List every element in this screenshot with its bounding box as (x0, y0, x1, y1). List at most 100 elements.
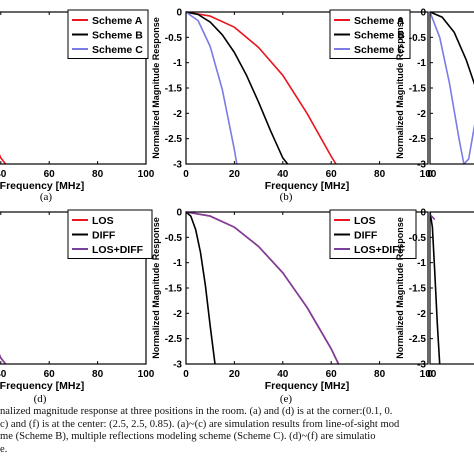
y-tick-label: -1 (173, 258, 182, 269)
y-tick-label: -3 (417, 360, 426, 371)
x-tick-label: 100 (420, 369, 437, 380)
caption-line-3: me (Scheme B), multiple reflections mode… (0, 431, 376, 443)
legend-entry: Scheme B (92, 30, 143, 42)
y-tick-label: -3 (173, 160, 182, 171)
series-line-c-1 (430, 11, 474, 86)
y-tick-label: -1 (417, 58, 426, 69)
series-line-d-1 (0, 354, 7, 365)
caption-line-4: e. (0, 443, 8, 455)
legend-entry: Scheme A (354, 15, 405, 27)
y-tick-label: -2 (417, 109, 426, 120)
series-line-b-1 (186, 11, 337, 165)
y-tick-label: 0 (176, 8, 182, 19)
series-line-b-2 (186, 11, 289, 165)
series-line-e-3 (186, 211, 340, 365)
y-axis-label: Normalized Magnitude Response (151, 17, 161, 159)
series-line-c-2 (430, 11, 474, 165)
x-tick-label: 40 (277, 369, 289, 380)
y-tick-label: -1.5 (409, 284, 427, 295)
x-tick-label: 60 (44, 169, 56, 180)
y-axis-label: Normalized Magnitude Response (151, 217, 161, 359)
x-tick-label: 80 (374, 169, 386, 180)
y-tick-label: -0.5 (165, 233, 183, 244)
legend-entry: LOS (92, 215, 114, 227)
y-tick-label: -0.5 (165, 33, 183, 44)
y-tick-label: -1 (173, 58, 182, 69)
series-line-f-1 (430, 211, 441, 365)
y-tick-label: -1.5 (409, 84, 427, 95)
x-axis-label: Frequency [MHz] (0, 180, 84, 192)
series-line-f-2 (430, 213, 436, 221)
x-tick-label: 0 (427, 369, 433, 380)
x-tick-label: 100 (420, 169, 437, 180)
legend-b: Scheme A Scheme B Scheme C (329, 9, 411, 59)
x-tick-label: 0 (427, 169, 433, 180)
axes-box-d (0, 211, 147, 365)
x-axis-label: Frequency [MHz] (265, 180, 350, 192)
y-axis-label: Normalized Magnitude Response (395, 217, 405, 359)
x-tick-label: 60 (326, 169, 338, 180)
series-line-e-2 (186, 211, 216, 365)
legend-entry: Scheme A (92, 15, 143, 27)
y-tick-label: 0 (420, 208, 426, 219)
x-axis-label: Frequency [MHz] (265, 380, 350, 392)
y-tick-label: -2.5 (165, 334, 183, 345)
y-tick-label: -0.5 (409, 33, 427, 44)
y-tick-label: -3 (173, 360, 182, 371)
caption-line-2: c) and (f) is at the center: (2.5, 2.5, … (0, 418, 400, 430)
figure-canvas: 40 60 80 100 Frequency [MHz] Scheme A Scheme B… (0, 8, 474, 406)
legend-e: LOS DIFF LOS+DIFF (329, 209, 417, 259)
legend-entry: Scheme C (354, 44, 405, 56)
x-tick-label: 60 (44, 369, 56, 380)
y-tick-label: -3 (417, 160, 426, 171)
x-tick-label: 60 (326, 369, 338, 380)
y-tick-label: -2 (173, 309, 182, 320)
panel-b: 0 20 40 60 80 1000-0.5-1-1.5-2-2.5-3Frequency… (151, 8, 437, 204)
x-tick-label: 0 (183, 369, 189, 380)
figure-caption: nalized magnitude response at three posi… (0, 406, 474, 474)
caption-line-1: nalized magnitude response at three posi… (0, 406, 393, 417)
series-line-b-3 (186, 11, 238, 165)
legend-entry: LOS (354, 215, 376, 227)
y-tick-label: 0 (420, 8, 426, 19)
panel-label: (a) (40, 191, 53, 203)
legend-entry: LOS+DIFF (354, 244, 406, 256)
x-tick-label: 20 (229, 169, 241, 180)
series-line-e-1 (186, 211, 340, 365)
y-tick-label: 0 (176, 208, 182, 219)
x-tick-label: 80 (374, 369, 386, 380)
axes-box-a (0, 11, 147, 165)
axes-box-f (429, 211, 474, 365)
y-tick-label: -2.5 (165, 134, 183, 145)
y-tick-label: -2.5 (409, 134, 427, 145)
x-axis-label: Frequency [MHz] (0, 380, 84, 392)
x-tick-label: 40 (0, 369, 7, 380)
x-tick-label: 80 (92, 169, 104, 180)
y-tick-label: -2 (417, 309, 426, 320)
series-line-d-3 (0, 354, 7, 365)
panel-e: 0 20 40 60 80 1000-0.5-1-1.5-2-2.5-3Frequency… (151, 208, 437, 406)
legend-a: Scheme A Scheme B Scheme C (67, 9, 149, 59)
y-tick-label: -1 (417, 258, 426, 269)
y-axis-label: Normalized Magnitude Response (395, 17, 405, 159)
y-tick-label: -2 (173, 109, 182, 120)
y-tick-label: -2.5 (409, 334, 427, 345)
panel-label: (d) (34, 393, 47, 405)
x-tick-label: 20 (229, 369, 241, 380)
panel-label: (e) (280, 393, 293, 405)
legend-entry: DIFF (92, 230, 116, 242)
x-tick-label: 100 (138, 369, 155, 380)
x-tick-label: 80 (92, 369, 104, 380)
panel-a: 40 60 80 100 Frequency [MHz] Scheme A Scheme B… (0, 9, 155, 203)
panel-label: (b) (280, 191, 293, 203)
legend-d: LOS DIFF LOS+DIFF (67, 209, 153, 259)
legend-entry: Scheme C (92, 44, 143, 56)
panel-d: 40 60 80 100 Frequency [MHz] LOS DIFF LOS+DIFF (… (0, 209, 155, 405)
y-tick-label: -0.5 (409, 233, 427, 244)
legend-entry: DIFF (354, 230, 378, 242)
legend-entry: LOS+DIFF (92, 244, 144, 256)
axes-box-c (429, 11, 474, 165)
x-tick-label: 40 (0, 169, 7, 180)
x-tick-label: 40 (277, 169, 289, 180)
panel-c: 0 0 -0.5 -1 -1.5 -2 -2.5 -3 Normalized Magnitude… (395, 8, 474, 180)
